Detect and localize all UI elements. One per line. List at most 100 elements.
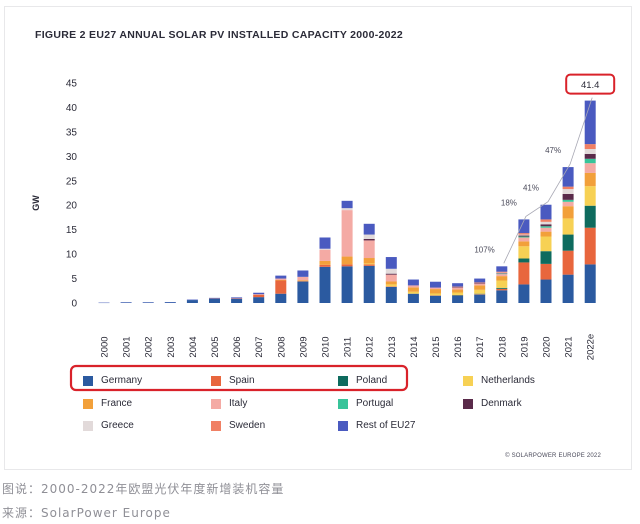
- growth-rate-label: 47%: [545, 146, 561, 155]
- bar-segment: [363, 240, 375, 259]
- bar-segment: [385, 268, 397, 274]
- bar-segment: [518, 236, 530, 238]
- bar-segment: [496, 271, 508, 273]
- bar-segment: [363, 234, 375, 239]
- bar-segment: [430, 295, 441, 303]
- bar-segment: [540, 279, 552, 303]
- bar-segment: [584, 186, 596, 206]
- bar-segment: [518, 234, 530, 236]
- y-axis-label: GW: [31, 195, 41, 211]
- bar-segment: [518, 262, 530, 285]
- bar-segment: [319, 249, 331, 261]
- bar-segment: [231, 298, 243, 303]
- bar-segment: [253, 297, 265, 303]
- growth-trend-line: [503, 97, 593, 264]
- x-tick-label: 2005: [210, 336, 221, 357]
- bar-segment: [430, 293, 441, 296]
- bar-segment: [385, 281, 397, 285]
- bar-segment: [496, 287, 508, 289]
- bar-segment: [562, 189, 574, 194]
- bar-segment: [518, 233, 530, 235]
- bar-segment: [562, 199, 574, 202]
- bar-segment: [540, 226, 552, 228]
- bar-segment: [297, 280, 309, 282]
- y-tick-label: 20: [66, 201, 78, 212]
- y-tick-label: 0: [71, 299, 77, 310]
- bar-segment: [584, 172, 596, 187]
- bar-segment: [496, 266, 508, 272]
- y-tick-label: 15: [66, 225, 78, 236]
- bar-segment: [452, 292, 464, 295]
- bar-segment: [209, 298, 220, 303]
- y-tick-label: 45: [66, 79, 78, 90]
- bar-segment: [518, 219, 530, 234]
- x-tick-label: 2018: [497, 336, 508, 357]
- bar-segment: [584, 205, 596, 228]
- x-tick-label: 2001: [122, 336, 133, 357]
- bar-segment: [297, 270, 309, 277]
- bar-segment: [363, 258, 375, 264]
- bar-segment: [496, 290, 508, 303]
- bar-segment: [253, 294, 265, 298]
- bar-segment: [562, 206, 574, 219]
- bar-segment: [363, 265, 375, 303]
- bar-segment: [164, 302, 176, 303]
- growth-rate-label: 41%: [523, 184, 539, 193]
- bar-segment: [341, 264, 353, 267]
- bar-segment: [540, 231, 552, 237]
- bar-segment: [518, 284, 530, 303]
- x-tick-label: 2009: [298, 336, 309, 357]
- x-tick-label: 2002: [144, 336, 155, 357]
- bar-segment: [319, 266, 331, 303]
- bar-segment: [584, 144, 596, 149]
- caption-line: 图说：2000-2022年欧盟光伏年度新增装机容量: [2, 482, 285, 496]
- bar-segment: [584, 153, 596, 159]
- x-tick-label: 2000: [100, 336, 111, 357]
- bar-segment: [474, 285, 486, 290]
- bar-segment: [562, 193, 574, 200]
- x-tick-label: 2020: [542, 336, 553, 357]
- figure-title: FIGURE 2 EU27 ANNUAL SOLAR PV INSTALLED …: [35, 29, 404, 41]
- source-line: 来源：SolarPower Europe: [2, 506, 171, 520]
- legend-highlight-box: [69, 364, 409, 392]
- copyright-credit: © SOLARPOWER EUROPE 2022: [505, 453, 601, 459]
- x-tick-label: 2004: [188, 336, 199, 357]
- bar-segment: [297, 281, 309, 303]
- figure-panel: GW 0 5 10 15 20 25 30 35 40 45 2000 2001 2002 2003 20…: [4, 6, 632, 470]
- bar-segment: [319, 260, 331, 265]
- x-tick-label: 2003: [166, 336, 177, 357]
- x-tick-label: 2017: [475, 336, 486, 357]
- bar-segment: [474, 289, 486, 294]
- bar-segment: [562, 234, 574, 251]
- x-tick-label: 2006: [232, 336, 243, 357]
- bar-segment: [562, 167, 574, 187]
- bar-segment: [363, 223, 375, 235]
- bar-segment: [584, 163, 596, 173]
- bar-segment: [275, 278, 287, 281]
- x-tick-label: 2013: [387, 336, 398, 357]
- bar-segment: [562, 186, 574, 190]
- bar-segment: [452, 287, 464, 290]
- bar-segment: [540, 236, 552, 252]
- bar-segment: [407, 279, 419, 286]
- x-tick-label: 2022e: [586, 334, 597, 360]
- bar-segment: [363, 238, 375, 241]
- bar-segment: [341, 266, 353, 303]
- bar-segment: [584, 149, 596, 154]
- bar-segment: [496, 274, 508, 277]
- x-tick-label: 2015: [431, 336, 442, 357]
- y-tick-label: 10: [66, 250, 78, 261]
- bar-segment: [474, 294, 486, 303]
- x-tick-label: 2010: [321, 336, 332, 357]
- bar-segment: [452, 295, 464, 303]
- bar-segment: [430, 289, 441, 294]
- bar-segment: [385, 274, 397, 282]
- bar-segment: [430, 281, 441, 288]
- bar-segment: [231, 297, 243, 299]
- bar-segment: [341, 256, 353, 265]
- y-tick-label: 35: [66, 127, 78, 138]
- bar-segment: [407, 293, 419, 303]
- x-tick-label: 2014: [409, 336, 420, 357]
- bar-segment: [385, 286, 397, 303]
- bar-segment: [407, 285, 419, 288]
